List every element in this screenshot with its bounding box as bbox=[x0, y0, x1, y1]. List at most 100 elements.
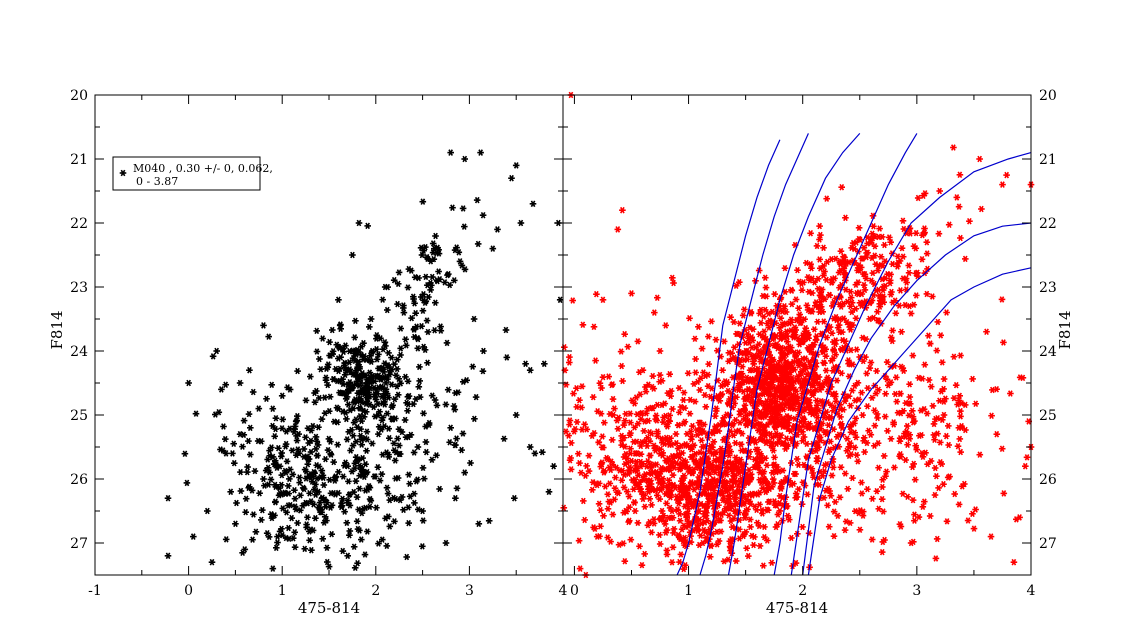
data-point bbox=[1000, 340, 1007, 346]
data-point bbox=[834, 378, 841, 384]
data-point bbox=[302, 546, 309, 552]
data-point bbox=[636, 543, 643, 549]
data-point bbox=[881, 242, 888, 248]
data-point bbox=[387, 524, 394, 530]
data-point bbox=[312, 515, 319, 521]
data-point bbox=[897, 288, 904, 294]
y-tick-label: 23 bbox=[70, 280, 88, 296]
data-point bbox=[165, 495, 172, 501]
data-point bbox=[635, 339, 642, 345]
data-point bbox=[758, 320, 765, 326]
data-point bbox=[922, 362, 929, 368]
data-point bbox=[858, 390, 865, 396]
data-point bbox=[879, 549, 886, 555]
data-point bbox=[279, 393, 286, 399]
data-point bbox=[461, 156, 468, 162]
data-point bbox=[227, 489, 234, 495]
data-point bbox=[685, 370, 692, 376]
data-point bbox=[646, 496, 653, 502]
data-point bbox=[884, 428, 891, 434]
data-point bbox=[405, 378, 412, 384]
data-point bbox=[678, 552, 685, 558]
data-point bbox=[867, 365, 874, 371]
data-point bbox=[957, 235, 964, 241]
data-point bbox=[946, 222, 953, 228]
data-point bbox=[910, 497, 917, 503]
data-point bbox=[838, 248, 845, 254]
data-point bbox=[453, 436, 460, 442]
data-point bbox=[745, 553, 752, 559]
data-point bbox=[550, 463, 557, 469]
data-point bbox=[434, 403, 441, 409]
data-point bbox=[358, 442, 365, 448]
data-point bbox=[847, 403, 854, 409]
data-point bbox=[707, 554, 714, 560]
data-point bbox=[356, 220, 363, 226]
data-point bbox=[241, 418, 248, 424]
data-point bbox=[324, 545, 331, 551]
data-point bbox=[934, 348, 941, 354]
data-point bbox=[570, 391, 577, 397]
data-point bbox=[461, 224, 468, 230]
data-point bbox=[541, 361, 548, 367]
data-point bbox=[411, 450, 418, 456]
y-tick-label: 21 bbox=[70, 152, 88, 168]
data-point bbox=[461, 470, 468, 476]
data-point bbox=[830, 465, 837, 471]
data-point bbox=[480, 348, 487, 354]
data-point bbox=[292, 544, 299, 550]
y-tick-label: 20 bbox=[1039, 88, 1057, 104]
data-point bbox=[435, 269, 442, 275]
data-point bbox=[615, 227, 622, 233]
data-point bbox=[261, 483, 268, 489]
data-point bbox=[373, 505, 380, 511]
data-point bbox=[837, 495, 844, 501]
data-point bbox=[354, 560, 361, 566]
data-point bbox=[669, 559, 676, 565]
data-point bbox=[469, 364, 476, 370]
data-point bbox=[586, 453, 593, 459]
data-point bbox=[823, 335, 830, 341]
data-point bbox=[423, 449, 430, 455]
data-point bbox=[590, 394, 597, 400]
data-point bbox=[919, 256, 926, 262]
data-point bbox=[944, 519, 951, 525]
data-point bbox=[405, 472, 412, 478]
data-point bbox=[648, 530, 655, 536]
data-point bbox=[384, 485, 391, 491]
data-point bbox=[618, 349, 625, 355]
data-point bbox=[673, 431, 680, 437]
data-point bbox=[687, 411, 694, 417]
data-point bbox=[939, 360, 946, 366]
y-tick-label: 22 bbox=[1039, 216, 1057, 232]
data-point bbox=[384, 307, 391, 313]
data-point bbox=[238, 488, 245, 494]
data-point bbox=[292, 496, 299, 502]
data-point bbox=[396, 270, 403, 276]
data-point bbox=[651, 310, 658, 316]
data-point bbox=[957, 353, 964, 359]
x-tick-label: -1 bbox=[88, 583, 102, 599]
data-point bbox=[256, 406, 263, 412]
data-point bbox=[458, 447, 465, 453]
data-point bbox=[420, 411, 427, 417]
data-point bbox=[288, 515, 295, 521]
data-point bbox=[561, 344, 568, 350]
y-tick-label: 25 bbox=[70, 408, 88, 424]
data-point bbox=[705, 361, 712, 367]
data-point bbox=[285, 483, 292, 489]
data-point bbox=[859, 491, 866, 497]
data-point bbox=[857, 527, 864, 533]
data-point bbox=[302, 435, 309, 441]
data-point bbox=[902, 302, 909, 308]
data-point bbox=[384, 543, 391, 549]
data-point bbox=[639, 562, 646, 568]
data-point bbox=[377, 478, 384, 484]
data-point bbox=[705, 334, 712, 340]
data-point bbox=[504, 355, 511, 361]
data-point bbox=[420, 308, 427, 314]
data-point bbox=[480, 212, 487, 218]
data-point bbox=[476, 521, 483, 527]
data-point bbox=[408, 315, 415, 321]
data-point bbox=[605, 492, 612, 498]
